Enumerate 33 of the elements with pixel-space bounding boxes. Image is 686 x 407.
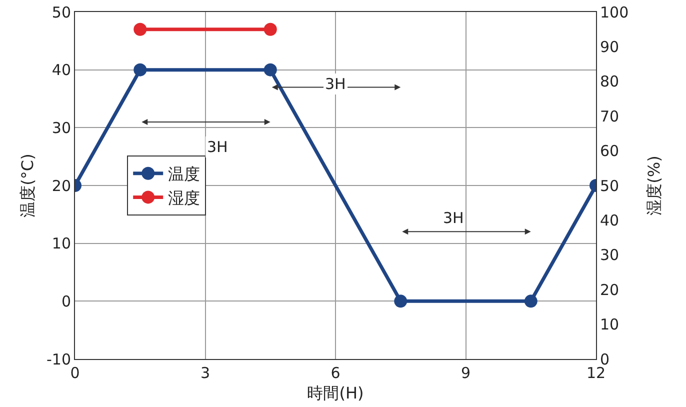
point <box>524 294 538 308</box>
y2-tick-label: 10 <box>600 316 620 334</box>
y-tick-label: 20 <box>52 176 71 195</box>
y2-tick-label: 90 <box>600 38 620 56</box>
y-tick-label: 40 <box>52 61 71 80</box>
point <box>394 294 408 308</box>
legend-label: 湿度 <box>168 188 200 208</box>
point <box>264 63 277 76</box>
x-tick-label: 12 <box>586 364 606 382</box>
annotation: 3H <box>325 75 346 93</box>
y-tick-label: 10 <box>52 234 71 253</box>
y2-tick-label: 50 <box>600 176 620 195</box>
y2-tick-label: 70 <box>600 107 620 126</box>
y2-tick-label: 80 <box>600 72 620 91</box>
y-tick-label: -10 <box>46 350 71 368</box>
y2-axis-title: 湿度(%) <box>644 156 664 216</box>
y-tick-label: 30 <box>52 118 71 137</box>
y-tick-label: 50 <box>52 3 71 22</box>
y2-tick-label: 60 <box>600 142 620 160</box>
y2-tick-label: 100 <box>600 3 629 22</box>
y-axis-title: 温度(°C) <box>18 154 37 218</box>
y2-tick-label: 40 <box>600 211 620 230</box>
annotation: 3H <box>443 209 464 227</box>
legend-label: 温度 <box>168 164 200 184</box>
x-tick-label: 9 <box>460 364 471 382</box>
y2-tick-label: 30 <box>600 246 620 264</box>
x-tick-label: 6 <box>330 364 340 382</box>
y2-tick-label: 20 <box>600 280 620 299</box>
x-tick-label: 3 <box>200 364 210 382</box>
x-axis-title: 時間(H) <box>307 384 364 403</box>
y-tick-label: 0 <box>61 292 71 310</box>
annotation: 3H <box>207 138 228 156</box>
point <box>134 63 147 76</box>
